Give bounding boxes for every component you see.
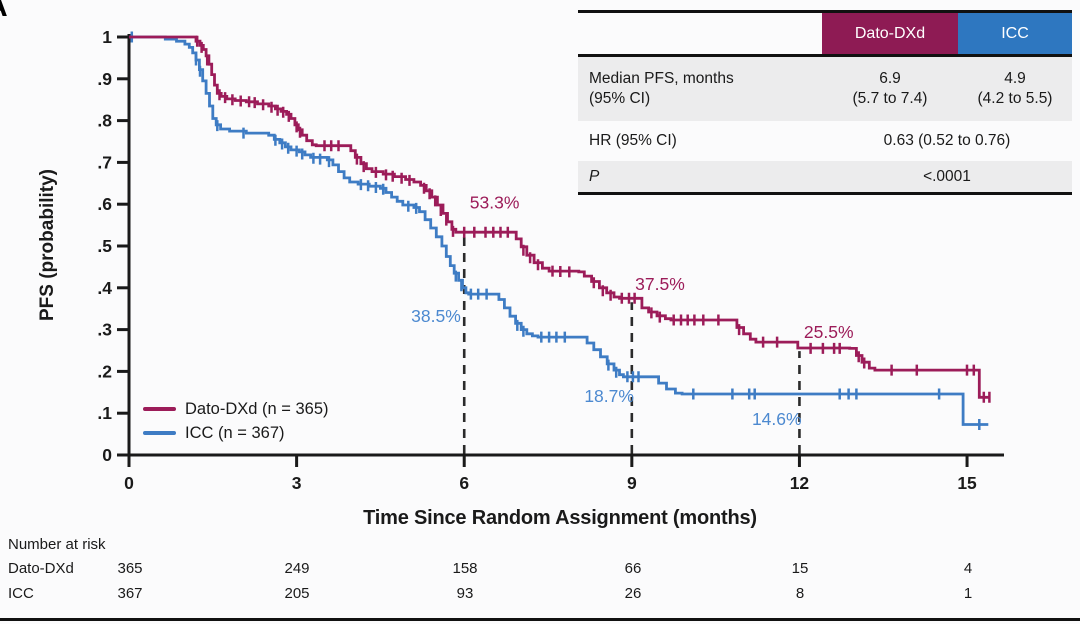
dato-dxd-line-swatch — [143, 407, 176, 411]
at-risk-value: 15 — [791, 560, 809, 577]
stats-table: Dato-DXd ICC Median PFS, months (95% CI)… — [578, 10, 1072, 195]
number-at-risk-title: Number at risk — [8, 536, 106, 553]
y-tick-label: 0 — [102, 445, 112, 465]
at-risk-value: 158 — [452, 560, 478, 577]
at-risk-row-label: ICC — [8, 585, 34, 602]
at-risk-row-dato-dxd: Dato-DXd 365 249 158 66 15 4 — [0, 560, 1080, 578]
at-risk-value: 66 — [624, 560, 642, 577]
median-pfs-dato-value: 6.9 (5.7 to 7.4) — [852, 70, 928, 107]
x-tick-label: 3 — [292, 473, 302, 493]
y-tick-label: .4 — [97, 278, 112, 298]
legend: Dato-DXd (n = 365) ICC (n = 367) — [143, 397, 329, 445]
y-tick-label: .8 — [97, 111, 112, 131]
stats-row-median-pfs: Median PFS, months (95% CI) 6.9 (5.7 to … — [578, 57, 1072, 121]
at-risk-value: 367 — [117, 585, 143, 602]
at-risk-row-label: Dato-DXd — [8, 560, 74, 577]
y-tick-label: .9 — [97, 69, 112, 89]
at-risk-value: 26 — [624, 585, 642, 602]
at-risk-value: 1 — [963, 585, 973, 602]
stats-row-p-value: P <.0001 — [578, 161, 1072, 192]
y-tick-label: .2 — [97, 361, 112, 381]
legend-item-dato-dxd: Dato-DXd (n = 365) — [143, 397, 329, 421]
at-risk-value: 93 — [456, 585, 474, 602]
at-risk-value: 4 — [963, 560, 973, 577]
y-tick-label: .6 — [97, 194, 112, 214]
median-pfs-label: Median PFS, months (95% CI) — [589, 70, 734, 107]
y-tick-label: .7 — [97, 152, 112, 172]
median-pfs-icc-value: 4.9 (4.2 to 5.5) — [977, 70, 1053, 107]
x-tick-label: 0 — [124, 473, 134, 493]
km-curve-icc — [129, 35, 989, 426]
x-tick-label: 6 — [459, 473, 469, 493]
annotation-14-6pct: 14.6% — [752, 409, 802, 429]
x-axis-title: Time Since Random Assignment (months) — [363, 507, 757, 529]
legend-item-icc: ICC (n = 367) — [143, 421, 329, 445]
at-risk-value: 205 — [284, 585, 310, 602]
hr-value: 0.63 (0.52 to 0.76) — [883, 132, 1011, 149]
y-tick-label: .5 — [97, 236, 112, 256]
at-risk-value: 249 — [284, 560, 310, 577]
annotation-37-5pct: 37.5% — [635, 274, 685, 294]
annotation-53-3pct: 53.3% — [470, 192, 520, 212]
at-risk-row-icc: ICC 367 205 93 26 8 1 — [0, 585, 1080, 603]
at-risk-value: 365 — [117, 560, 143, 577]
annotation-18-7pct: 18.7% — [584, 386, 634, 406]
p-label: P — [589, 167, 600, 185]
y-tick-label: 1 — [102, 27, 112, 47]
stats-col-header-icc: ICC — [958, 13, 1072, 54]
stats-row-hr: HR (95% CI) 0.63 (0.52 to 0.76) — [578, 121, 1072, 161]
y-tick-label: .1 — [97, 403, 112, 423]
y-tick-label: .3 — [97, 320, 112, 340]
panel-label: A — [0, 0, 8, 24]
legend-label: ICC (n = 367) — [185, 423, 285, 442]
x-tick-label: 12 — [790, 473, 810, 493]
hr-label: HR (95% CI) — [589, 132, 677, 149]
stats-col-header-dato-dxd: Dato-DXd — [822, 13, 958, 54]
censor-marks-dato — [195, 35, 991, 403]
p-value: <.0001 — [923, 167, 971, 185]
legend-label: Dato-DXd (n = 365) — [185, 399, 329, 418]
x-tick-label: 9 — [627, 473, 637, 493]
at-risk-value: 8 — [795, 585, 805, 602]
annotation-38-5pct: 38.5% — [411, 306, 461, 326]
annotation-25-5pct: 25.5% — [804, 322, 854, 342]
km-curve-dato — [129, 35, 991, 399]
x-tick-label: 15 — [957, 473, 977, 493]
stats-table-header: Dato-DXd ICC — [578, 13, 1072, 57]
icc-line-swatch — [143, 431, 176, 435]
figure-bottom-rule — [0, 618, 1080, 621]
